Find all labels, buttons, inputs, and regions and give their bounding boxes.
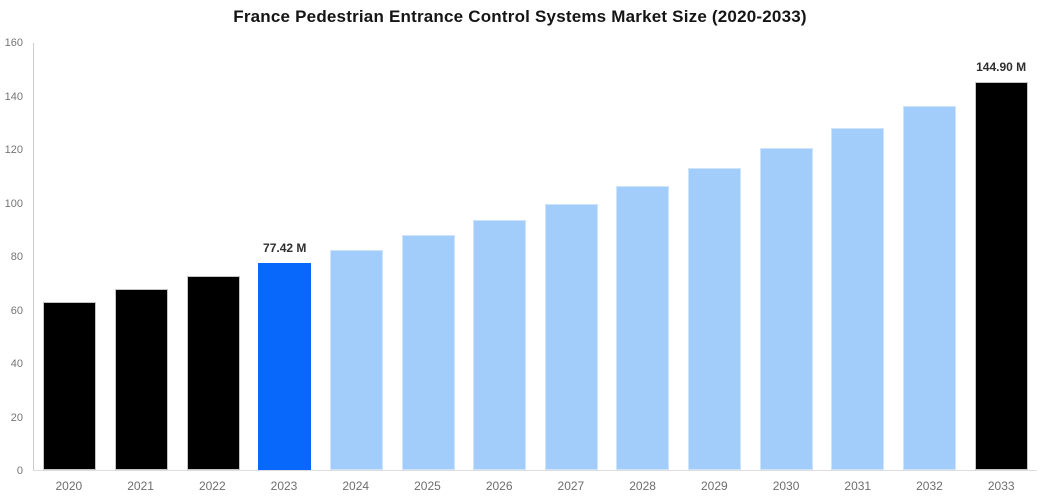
bar-slot-2023: 77.42 M <box>249 43 321 470</box>
x-tick-label-2028: 2028 <box>629 479 656 493</box>
y-tick-label-80: 80 <box>10 251 23 263</box>
x-tick-label-2029: 2029 <box>700 479 728 493</box>
bar-2029 <box>688 168 742 470</box>
bar-2025 <box>401 235 455 470</box>
x-tick-label-2032: 2032 <box>916 479 943 493</box>
x-tick-label-2025: 2025 <box>414 479 441 493</box>
y-axis: 0 20 40 60 80 100 120 140 160 <box>0 37 28 477</box>
y-tick-label-0: 0 <box>16 465 23 477</box>
bar-2033 <box>974 82 1028 470</box>
x-tick-label-2026: 2026 <box>485 479 513 493</box>
bar-slot-2031 <box>822 43 894 470</box>
bar-slot-2024 <box>321 43 393 470</box>
bar-2026 <box>473 220 527 470</box>
y-tick-label-40: 40 <box>10 358 23 370</box>
x-tick-label-2023: 2023 <box>270 479 298 493</box>
bar-slot-2026 <box>464 43 536 470</box>
bar-slot-2033: 144.90 M <box>965 43 1037 470</box>
bar-2027 <box>544 203 598 470</box>
bar-2021 <box>114 288 168 470</box>
bar-slot-2027 <box>535 43 607 470</box>
value-label-2023: 77.42 M <box>263 240 307 255</box>
y-tick-label-140: 140 <box>4 90 23 103</box>
value-label-2033: 144.90 M <box>976 60 1027 75</box>
bar-2023 <box>258 262 312 470</box>
x-tick-label-2020: 2020 <box>55 479 83 493</box>
bar-2030 <box>759 148 813 470</box>
y-tick-label-120: 120 <box>4 144 23 156</box>
bar-2024 <box>329 249 383 470</box>
bar-2032 <box>903 105 956 470</box>
x-tick-label-2022: 2022 <box>198 479 226 493</box>
bar-slot-2032 <box>894 43 966 470</box>
bar-slot-2029 <box>679 43 751 470</box>
bar-slot-2028 <box>607 43 679 470</box>
bar-slot-2025 <box>392 43 464 470</box>
plot-area: 77.42 M 144.90 M <box>33 43 1037 471</box>
x-tick-label-2030: 2030 <box>772 479 800 493</box>
bars-container: 77.42 M 144.90 M <box>34 43 1037 470</box>
x-tick-label-2021: 2021 <box>127 479 154 493</box>
chart-title: France Pedestrian Entrance Control Syste… <box>233 7 807 26</box>
x-tick-label-2024: 2024 <box>342 479 370 493</box>
bar-2022 <box>186 276 240 470</box>
y-tick-label-20: 20 <box>10 411 23 424</box>
x-tick-label-2031: 2031 <box>844 479 872 493</box>
x-tick-label-2033: 2033 <box>987 479 1015 493</box>
bar-slot-2022 <box>177 43 249 470</box>
bar-2031 <box>831 127 885 470</box>
y-tick-label-160: 160 <box>4 37 23 49</box>
x-tick-label-2027: 2027 <box>557 479 585 493</box>
bar-slot-2030 <box>750 43 822 470</box>
y-tick-label-100: 100 <box>4 197 23 210</box>
y-tick-label-60: 60 <box>10 304 23 317</box>
bar-2028 <box>616 186 670 470</box>
bar-slot-2020 <box>34 43 106 470</box>
x-axis: 2020 2021 2022 2023 2024 2025 2026 2027 2028 2029… <box>33 479 1037 493</box>
bar-slot-2021 <box>106 43 178 470</box>
bar-2020 <box>43 302 97 470</box>
